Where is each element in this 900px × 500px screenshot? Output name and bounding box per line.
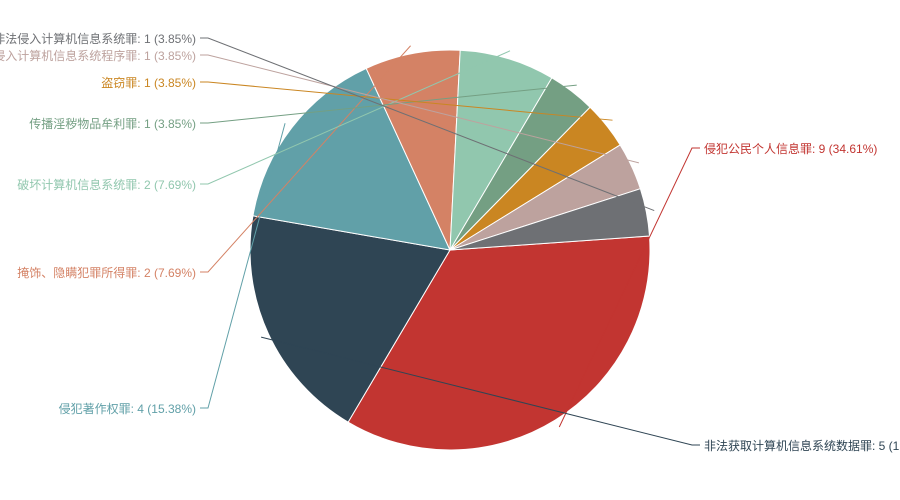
slice-label: 提供侵入计算机信息系统程序罪: 1 (3.85%) xyxy=(0,47,196,64)
slice-label: 侵犯公民个人信息罪: 9 (34.61%) xyxy=(704,140,877,157)
slice-label: 传播淫秽物品牟利罪: 1 (3.85%) xyxy=(29,115,196,132)
slice-label: 盗窃罪: 1 (3.85%) xyxy=(101,74,196,91)
slice-label: 掩饰、隐瞒犯罪所得罪: 2 (7.69%) xyxy=(17,264,196,281)
slice-label: 侵犯著作权罪: 4 (15.38%) xyxy=(59,400,196,417)
slice-label: 非法获取计算机信息系统数据罪: 5 (19.23%) xyxy=(704,437,900,454)
slice-label: 破坏计算机信息系统罪: 2 (7.69%) xyxy=(17,176,196,193)
slice-label: 非法侵入计算机信息系统罪: 1 (3.85%) xyxy=(0,30,196,47)
pie-chart: 侵犯公民个人信息罪: 9 (34.61%) 非法获取计算机信息系统数据罪: 5 (… xyxy=(0,0,900,500)
